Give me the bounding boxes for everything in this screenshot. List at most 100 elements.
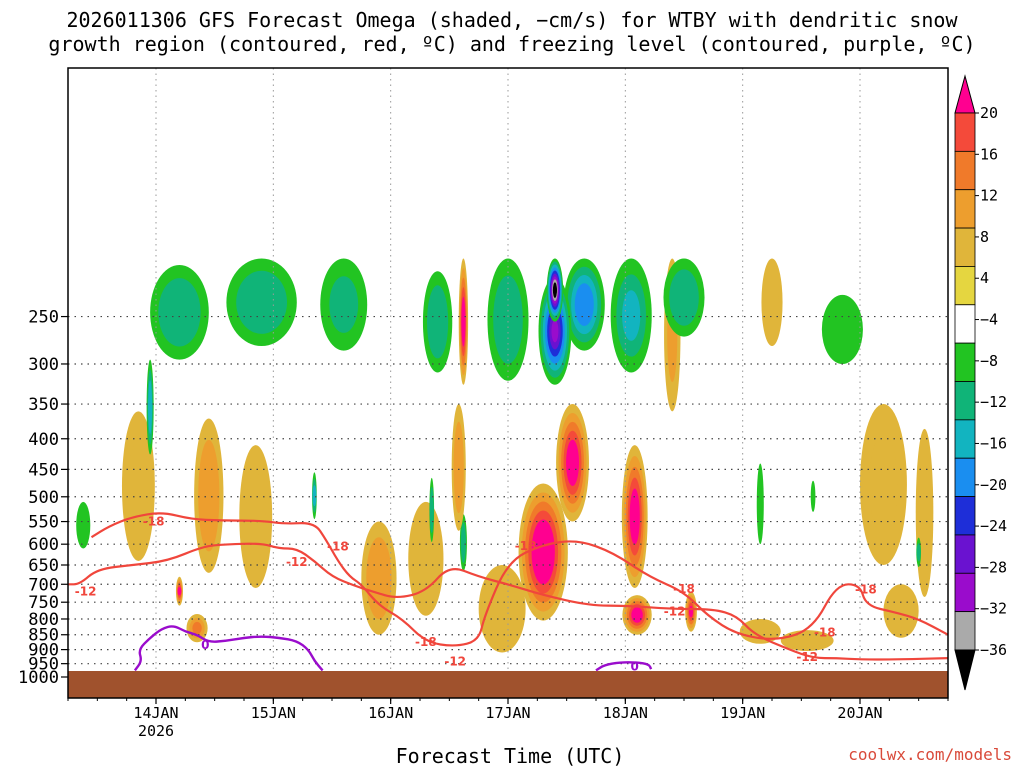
omega-level xyxy=(312,485,317,507)
contour-label: -12 xyxy=(664,604,686,618)
omega-cell xyxy=(226,258,297,347)
colorbar-segment xyxy=(954,534,976,574)
y-tick-label: 900 xyxy=(28,641,59,661)
colorbar-label: −16 xyxy=(980,434,1007,452)
colorbar-label: 20 xyxy=(980,104,998,122)
omega-level xyxy=(674,280,694,315)
omega-level xyxy=(455,439,462,496)
y-tick-label: 750 xyxy=(28,593,59,613)
omega-cell xyxy=(422,271,453,373)
y-axis: 2503003504004505005506006507007508008509… xyxy=(18,308,68,688)
y-tick-label: 950 xyxy=(28,655,59,675)
omega-cell xyxy=(883,584,919,638)
omega-level xyxy=(245,472,266,561)
chart-title-line2: growth region (contoured, red, ºC) and f… xyxy=(48,32,975,56)
omega-cell xyxy=(916,537,922,567)
omega-level xyxy=(758,479,763,529)
omega-cell xyxy=(458,258,469,385)
omega-level xyxy=(916,543,921,562)
omega-cell xyxy=(546,258,564,322)
freezing-contour xyxy=(595,661,653,672)
y-tick-label: 1000 xyxy=(18,668,59,688)
y-tick-label: 500 xyxy=(28,488,59,508)
omega-cell xyxy=(487,258,529,381)
omega-level xyxy=(461,306,466,337)
omega-level xyxy=(552,285,557,295)
colorbar-segment xyxy=(954,266,976,306)
contour-label: -18 xyxy=(515,539,537,553)
omega-level xyxy=(551,319,559,343)
x-tick-label: 19JAN xyxy=(720,704,765,722)
contour-label: -18 xyxy=(673,582,695,596)
colorbar-segment xyxy=(954,496,976,536)
colorbar-segment xyxy=(954,112,976,152)
terrain-ground xyxy=(68,671,948,698)
omega-level xyxy=(568,448,577,478)
freezing-level-contours xyxy=(133,625,653,672)
omega-level xyxy=(578,291,591,318)
contour-label: -12 xyxy=(444,654,466,668)
colorbar-segment xyxy=(954,419,976,459)
omega-shading xyxy=(76,258,934,653)
omega-cell xyxy=(175,576,183,606)
omega-cell xyxy=(320,258,368,351)
freezing-label: 0 xyxy=(201,638,209,652)
omega-cell xyxy=(146,359,154,455)
colorbar-label: 16 xyxy=(980,145,998,163)
omega-cell xyxy=(563,258,605,351)
omega-level xyxy=(622,290,641,341)
y-tick-label: 400 xyxy=(28,430,59,450)
omega-cell xyxy=(756,463,764,545)
y-tick-label: 450 xyxy=(28,460,59,480)
omega-level xyxy=(498,292,518,347)
colorbar-label: 4 xyxy=(980,269,989,287)
y-tick-label: 250 xyxy=(28,308,59,328)
omega-level xyxy=(747,623,773,639)
colorbar-segment xyxy=(954,342,976,382)
omega-cell xyxy=(860,404,907,565)
omega-level xyxy=(429,495,434,525)
colorbar-bottom-triangle xyxy=(954,649,976,691)
omega-level xyxy=(765,275,779,330)
colorbar-label: −4 xyxy=(980,311,998,329)
omega-level xyxy=(177,587,182,596)
contour-label: -18 xyxy=(143,515,165,529)
colorbar-segment xyxy=(954,381,976,421)
dendritic-contours xyxy=(68,512,948,661)
omega-cell xyxy=(538,277,572,385)
omega-cell xyxy=(610,258,652,373)
y-tick-label: 700 xyxy=(28,575,59,595)
dendritic-contour--12 xyxy=(68,542,948,661)
omega-cell xyxy=(761,258,783,347)
omega-level xyxy=(538,537,549,567)
x-tick-label: 16JAN xyxy=(368,704,413,722)
colorbar-label: −8 xyxy=(980,352,998,370)
colorbar-label: −24 xyxy=(980,517,1007,535)
omega-level xyxy=(431,299,445,345)
omega-cell xyxy=(76,501,91,549)
omega-cell xyxy=(915,428,934,597)
omega-cell xyxy=(685,591,697,632)
colorbar-label: −32 xyxy=(980,600,1007,618)
omega-level xyxy=(192,621,202,635)
colorbar-segment xyxy=(954,457,976,497)
omega-cell xyxy=(663,258,705,337)
omega-level xyxy=(148,390,153,424)
omega-level xyxy=(166,291,193,334)
pressure-grid xyxy=(68,68,948,698)
omega-level xyxy=(915,428,934,597)
omega-level xyxy=(371,553,387,604)
omega-cell xyxy=(429,477,435,543)
colorbar-top-triangle xyxy=(954,74,976,114)
omega-level xyxy=(202,461,216,530)
contour-labels: -18 -12 -18 -12 -18 -12 -18 -18 -12 -18 -12 -18 0 0 xyxy=(75,515,877,674)
y-tick-label: 550 xyxy=(28,513,59,533)
x-tick-label: 18JAN xyxy=(603,704,648,722)
omega-cell xyxy=(361,521,397,635)
colorbar-label: 8 xyxy=(980,228,989,246)
omega-level xyxy=(689,605,694,618)
colorbar-segment xyxy=(954,611,976,651)
omega-cell xyxy=(451,404,466,531)
